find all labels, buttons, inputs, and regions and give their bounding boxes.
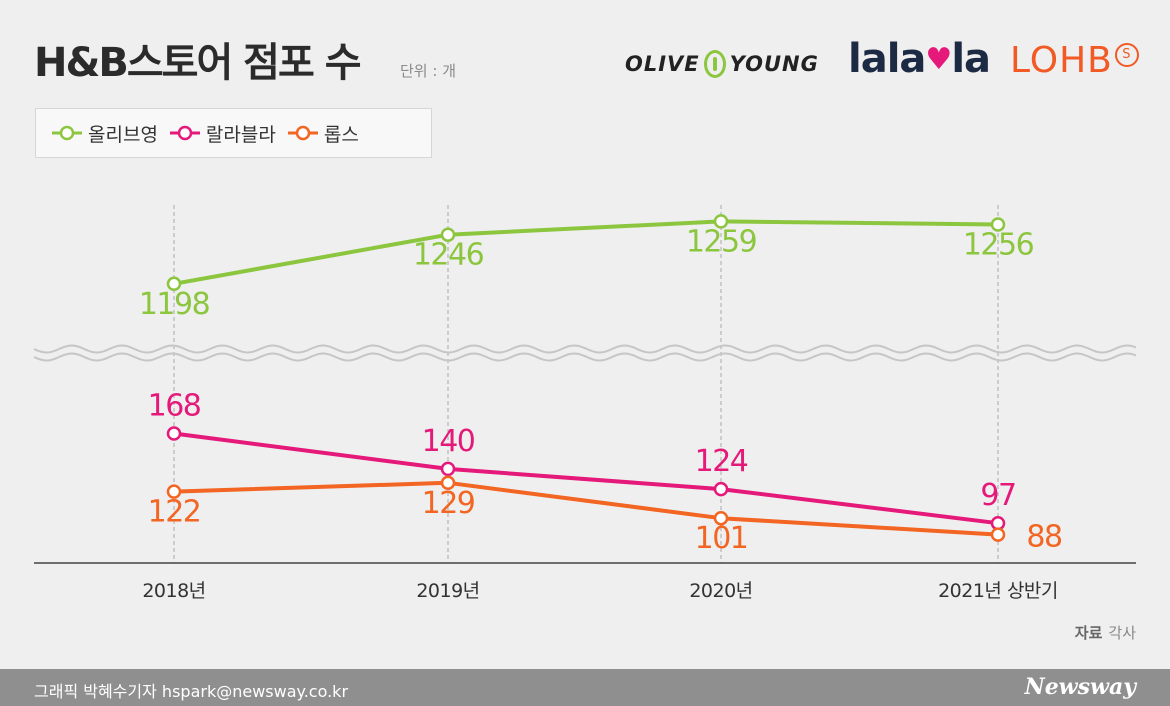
data-point (440, 227, 456, 242)
oliveyoung-logo-right: YOUNG (729, 52, 819, 76)
legend-marker-icon (52, 125, 82, 141)
unit-label: 단위 : 개 (400, 62, 456, 80)
data-point (166, 484, 182, 499)
x-tick-label: 2019년 (416, 580, 479, 602)
axis-break-wave (33, 352, 1137, 362)
axis-break-wave (33, 344, 1137, 354)
oliveyoung-logo: OLIVE YOUNG (625, 50, 819, 78)
data-label: 97 (980, 478, 1015, 513)
source-label: 자료 (1074, 624, 1103, 642)
data-label: 101 (695, 521, 748, 556)
series-line (173, 431, 999, 526)
page-title: H&B스토어 점포 수 (34, 40, 361, 86)
x-tick-label: 2021년 상반기 (938, 580, 1058, 602)
lohbs-logo-text: LOHB (1010, 40, 1113, 81)
series-line (173, 219, 999, 286)
data-label: 1259 (686, 224, 756, 259)
data-label: 88 (1026, 520, 1062, 555)
data-label: 168 (148, 389, 201, 424)
data-point (166, 426, 182, 441)
lohbs-badge: S (1114, 43, 1139, 67)
legend-item-oliveyoung: 올리브영 (52, 120, 158, 147)
legend-marker-icon (287, 125, 318, 141)
lohbs-logo: LOHB S (1010, 40, 1139, 81)
data-point (990, 527, 1006, 542)
footer-bar: 그래픽 박혜수기자 hspark@newsway.co.kr Newsway (0, 669, 1170, 706)
data-label: 124 (695, 444, 748, 479)
data-point (440, 475, 456, 491)
legend-label: 롭스 (323, 123, 359, 146)
source-value: 각사 (1108, 624, 1136, 642)
data-label: 122 (148, 495, 201, 530)
graphic-credit: 그래픽 박혜수기자 hspark@newsway.co.kr (34, 682, 349, 701)
data-label: 129 (422, 486, 475, 521)
x-tick-label: 2020년 (689, 580, 752, 602)
legend-label: 올리브영 (88, 123, 158, 146)
data-point (713, 510, 729, 526)
chart-legend: 올리브영 랄라블라 롭스 (35, 108, 432, 158)
data-label: 1246 (413, 238, 484, 273)
legend-marker-icon (169, 125, 200, 141)
lalavla-logo-b: la (951, 36, 991, 82)
heart-icon: ♥ (925, 42, 952, 77)
data-point (440, 461, 456, 477)
legend-label: 랄라블라 (205, 123, 276, 146)
line-chart: 2018년 2019년 2020년 2021년 상반기 1198 1246 1259 1256… (33, 205, 1137, 602)
oliveyoung-o-icon (703, 50, 726, 78)
legend-item-lalavla: 랄라블라 (169, 120, 276, 147)
newsway-logo: Newsway (1024, 674, 1136, 700)
x-tick-label: 2018년 (142, 580, 205, 602)
lalavla-logo: lala♥la (848, 36, 991, 82)
series-line (173, 480, 999, 537)
data-label: 1256 (963, 228, 1034, 263)
lalavla-logo-a: lala (848, 36, 926, 82)
data-label: 1198 (139, 287, 210, 322)
data-point (166, 276, 182, 292)
data-point (713, 214, 729, 229)
source-note: 자료 각사 (1075, 622, 1136, 643)
legend-item-lohbs: 롭스 (287, 120, 359, 147)
data-label: 140 (422, 424, 475, 459)
data-point (713, 481, 729, 497)
oliveyoung-logo-left: OLIVE (625, 52, 700, 76)
data-point (990, 217, 1006, 232)
